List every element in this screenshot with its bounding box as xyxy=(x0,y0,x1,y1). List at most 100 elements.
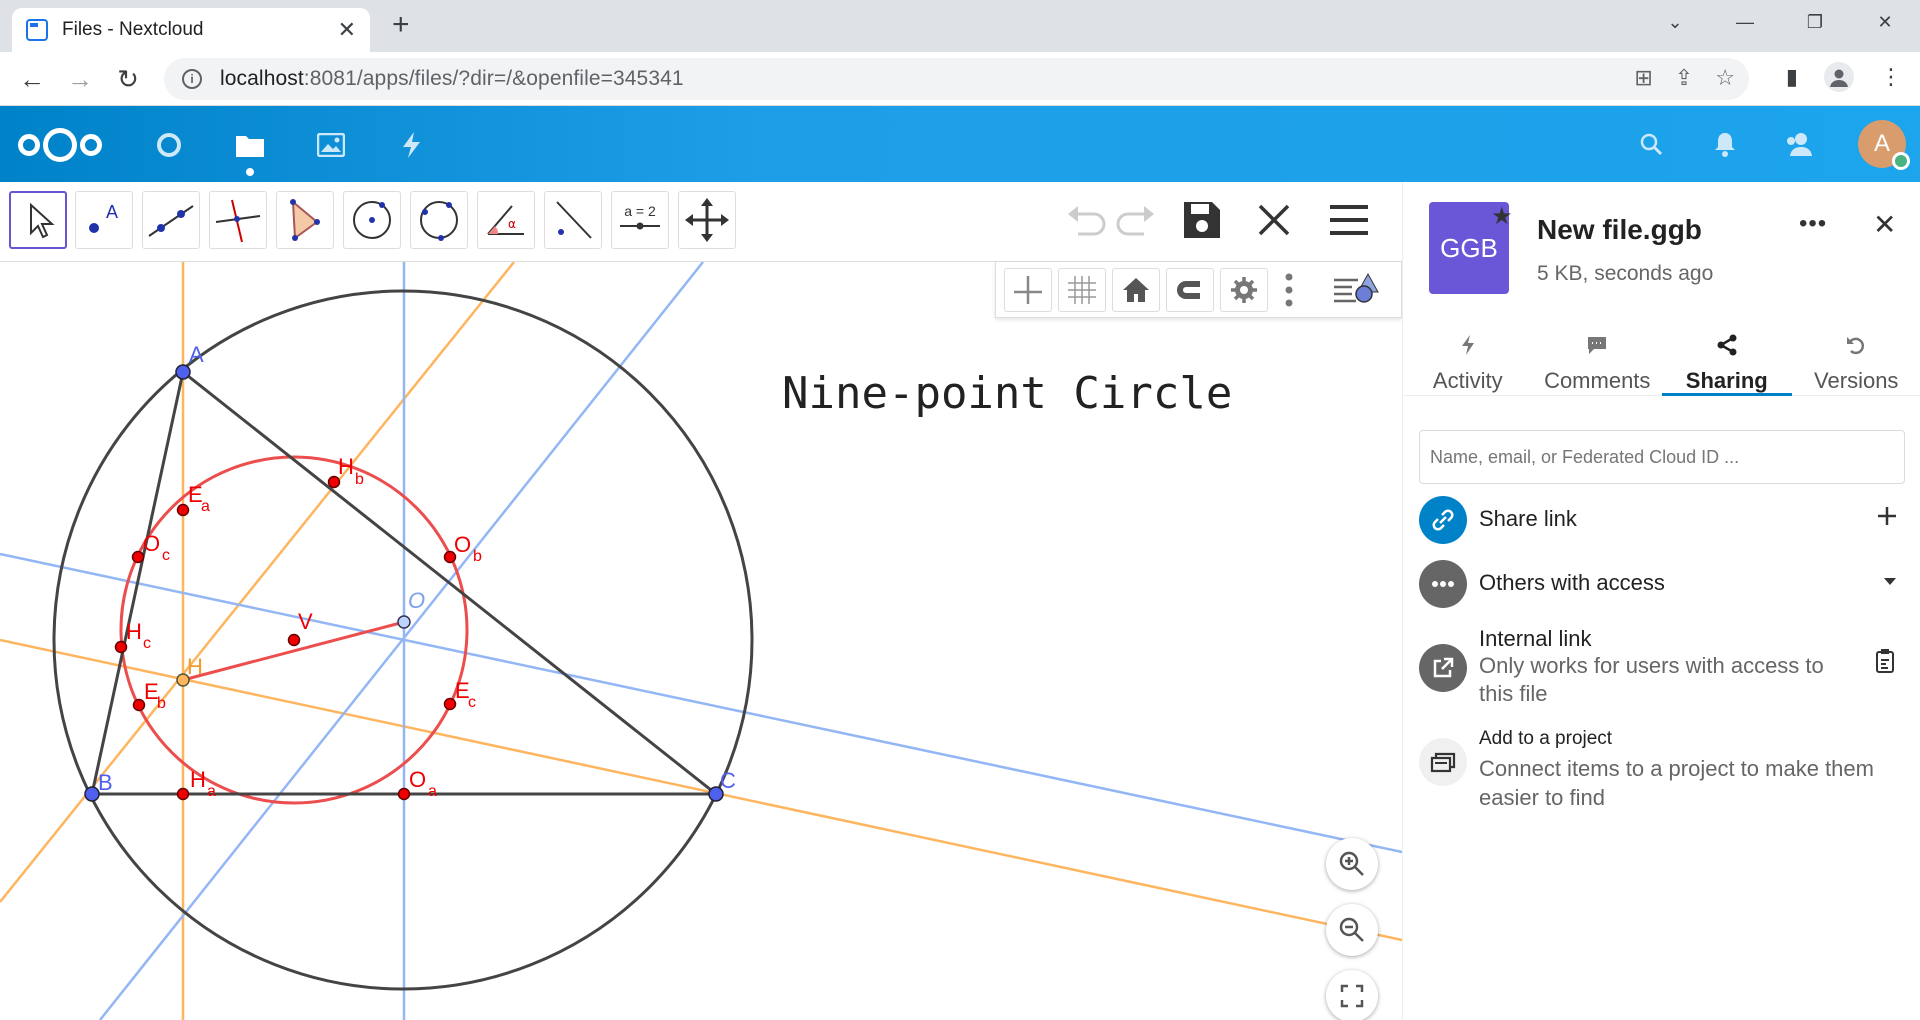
label-Oa-sub: a xyxy=(428,783,437,800)
file-actions-more-icon[interactable]: ••• xyxy=(1799,210,1828,237)
share-page-icon[interactable]: ⇪ xyxy=(1674,65,1694,90)
copy-clipboard-icon[interactable] xyxy=(1873,648,1899,679)
site-info-icon[interactable]: i xyxy=(182,69,202,89)
point-Hb xyxy=(327,475,341,489)
graphics-view[interactable]: A B C H O V E a H b O c O b H c E b E c … xyxy=(0,261,1402,1020)
undo-icon[interactable] xyxy=(1064,200,1108,240)
files-app-icon[interactable] xyxy=(233,128,267,176)
restore-icon[interactable]: ❐ xyxy=(1806,12,1824,32)
snap-magnet-icon[interactable] xyxy=(1166,267,1214,312)
redo-icon[interactable] xyxy=(1114,200,1158,240)
tab-versions-label: Versions xyxy=(1814,368,1899,393)
contacts-icon[interactable] xyxy=(1784,129,1814,159)
tab-search-icon[interactable]: ⌄ xyxy=(1667,12,1683,32)
point-B xyxy=(84,786,100,802)
fullscreen-button[interactable] xyxy=(1326,970,1378,1020)
avatar-letter: A xyxy=(1873,130,1890,157)
bookmark-star-icon[interactable]: ☆ xyxy=(1715,65,1735,90)
browser-tab[interactable]: Files - Nextcloud ✕ xyxy=(12,8,370,52)
file-meta: 5 KB, seconds ago xyxy=(1537,262,1714,285)
expand-triangle-icon[interactable] xyxy=(1881,572,1899,595)
zoom-out-icon xyxy=(1339,917,1364,942)
point-Oc xyxy=(131,550,145,564)
sidebar-tabs: Activity Comments Sharing Versions xyxy=(1403,330,1920,396)
label-Ec-sub: c xyxy=(468,694,476,711)
tab-close-icon[interactable]: ✕ xyxy=(337,17,356,42)
user-avatar[interactable]: A xyxy=(1858,120,1910,170)
point-tool-button[interactable]: A xyxy=(75,191,133,249)
add-share-link-icon[interactable] xyxy=(1875,504,1899,533)
algebra-view-toggle-icon[interactable] xyxy=(1332,270,1382,309)
ggb-action-bar xyxy=(1064,200,1370,240)
tab-sharing[interactable]: Sharing xyxy=(1662,330,1792,396)
minimize-icon[interactable]: — xyxy=(1736,12,1754,32)
zoom-out-button[interactable] xyxy=(1326,904,1378,956)
tab-activity[interactable]: Activity xyxy=(1403,330,1533,395)
canvas-title: Nine-point Circle xyxy=(782,368,1232,419)
tab-comments[interactable]: Comments xyxy=(1533,330,1663,395)
dashboard-app-icon[interactable] xyxy=(152,128,186,162)
file-details-sidebar: GGB ★ New file.ggb 5 KB, seconds ago •••… xyxy=(1402,182,1920,1020)
photos-app-icon[interactable] xyxy=(314,128,348,162)
grid-toggle-icon[interactable] xyxy=(1058,267,1106,312)
address-bar[interactable]: i localhost:8081/apps/files/?dir=/&openf… xyxy=(164,58,1749,100)
comments-icon xyxy=(1588,337,1607,354)
share-with-input[interactable] xyxy=(1419,430,1905,484)
fullscreen-icon xyxy=(1340,984,1364,1008)
slider-tool-label: a = 2 xyxy=(624,203,656,219)
folder-icon xyxy=(26,19,48,41)
reload-icon[interactable]: ↻ xyxy=(117,64,139,94)
perpendicular-line-tool-button[interactable] xyxy=(209,191,267,249)
circle-center-tool-button[interactable] xyxy=(343,191,401,249)
polygon-tool-button[interactable] xyxy=(276,191,334,249)
ggb-file-icon: GGB xyxy=(1429,202,1509,294)
side-panel-icon[interactable]: ▮ xyxy=(1785,64,1798,89)
others-access-row[interactable]: Others with access xyxy=(1419,558,1905,610)
label-H: H xyxy=(187,654,203,679)
label-Ob-sub: b xyxy=(473,548,482,565)
angle-tool-button[interactable]: α xyxy=(477,191,535,249)
favorite-star-icon[interactable]: ★ xyxy=(1491,203,1513,230)
label-Oc-sub: c xyxy=(162,547,170,564)
svg-text:α: α xyxy=(508,217,516,231)
browser-menu-icon[interactable]: ⋮ xyxy=(1880,64,1902,89)
label-V: V xyxy=(298,609,313,634)
tab-versions[interactable]: Versions xyxy=(1792,330,1920,395)
perp-bisector-c-line xyxy=(0,552,1402,854)
circumcircle xyxy=(52,289,754,991)
others-access-label: Others with access xyxy=(1479,570,1665,595)
circle-three-points-tool-button[interactable] xyxy=(410,191,468,249)
ggb-menu-icon[interactable] xyxy=(1328,202,1370,238)
point-Oa xyxy=(397,787,411,801)
nextcloud-logo-icon[interactable] xyxy=(18,128,102,162)
move-graphics-tool-button[interactable] xyxy=(678,191,736,249)
translate-icon[interactable]: ⊞ xyxy=(1634,65,1653,90)
slider-tool-button[interactable]: a = 2 xyxy=(611,191,669,249)
zoom-in-button[interactable] xyxy=(1326,838,1378,890)
internal-link-row: Internal link Only works for users with … xyxy=(1419,626,1905,726)
home-view-icon[interactable] xyxy=(1112,267,1160,312)
profile-icon[interactable] xyxy=(1824,62,1854,92)
window-close-icon[interactable]: ✕ xyxy=(1877,12,1893,32)
add-project-row[interactable]: Add to a project Connect items to a proj… xyxy=(1419,728,1905,828)
label-Hc-sub: c xyxy=(143,635,151,652)
reflect-tool-button[interactable] xyxy=(544,191,602,249)
line-tool-button[interactable] xyxy=(142,191,200,249)
label-Ea: E xyxy=(188,482,203,507)
axes-toggle-icon[interactable] xyxy=(1004,267,1052,312)
url-host: localhost xyxy=(220,67,304,90)
back-icon[interactable]: ← xyxy=(19,64,45,94)
sidebar-close-icon[interactable]: ✕ xyxy=(1873,209,1897,240)
style-bar-more-icon[interactable] xyxy=(1274,272,1304,308)
label-C: C xyxy=(720,768,736,793)
notifications-bell-icon[interactable] xyxy=(1710,129,1740,159)
new-tab-button[interactable]: + xyxy=(392,8,410,41)
point-Hc xyxy=(114,640,128,654)
activity-app-icon[interactable] xyxy=(395,128,429,162)
search-icon[interactable] xyxy=(1636,129,1666,159)
move-tool-button[interactable] xyxy=(9,191,67,249)
save-icon[interactable] xyxy=(1182,200,1222,240)
graphics-settings-icon[interactable] xyxy=(1220,267,1268,312)
close-ggb-icon[interactable] xyxy=(1256,202,1292,238)
forward-icon[interactable]: → xyxy=(67,64,93,94)
